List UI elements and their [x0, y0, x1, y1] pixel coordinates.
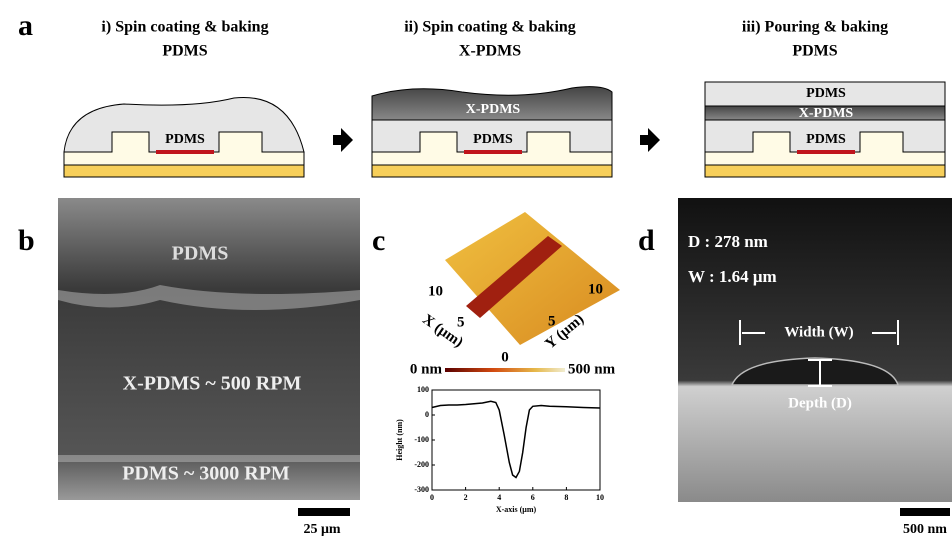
measurement: W : 1.64 μm	[688, 267, 777, 286]
layer-label: PDMS	[806, 86, 846, 101]
y-tick-label: -200	[414, 460, 429, 469]
x-tick-label: 10	[596, 493, 604, 502]
surface-tick: 10	[588, 281, 603, 297]
layer-label: PDMS	[165, 132, 205, 147]
scale-bar	[298, 508, 350, 516]
colorbar-label: 0 nm	[410, 361, 443, 377]
x-tick-label: 6	[531, 493, 535, 502]
layer-label: X-PDMS	[799, 106, 854, 121]
step-subtitle: PDMS	[792, 43, 837, 60]
image-label: X-PDMS ~ 500 RPM	[123, 373, 302, 395]
profile-line	[432, 401, 600, 477]
scale-bar-label: 25 μm	[303, 522, 340, 537]
step-subtitle: X-PDMS	[459, 43, 521, 60]
step-title: i) Spin coating & baking	[101, 19, 268, 36]
image-label: PDMS	[172, 243, 229, 265]
step-diagram: X-PDMS PDMS	[372, 87, 612, 177]
measurement: D : 278 nm	[688, 232, 768, 251]
y-tick-label: 100	[417, 385, 429, 394]
panel-label: b	[18, 224, 35, 257]
surface-tick: 10	[428, 283, 443, 299]
figure: a i) Spin coating & baking PDMS ii) Spin…	[0, 0, 952, 540]
y-tick-label: -300	[414, 485, 429, 494]
surface-tick: 5	[457, 314, 465, 330]
x-tick-label: 2	[464, 493, 468, 502]
step-diagram: PDMS	[64, 97, 304, 177]
dimension-label: Width (W)	[784, 324, 853, 340]
step-diagram: PDMS X-PDMS PDMS	[705, 82, 945, 177]
x-tick-label: 8	[564, 493, 568, 502]
arrow	[333, 128, 353, 152]
sem-texture	[58, 455, 360, 462]
layer-label: X-PDMS	[466, 102, 521, 117]
colorbar-label: 500 nm	[568, 361, 616, 377]
panel-label: c	[372, 224, 385, 257]
surface-tick: 0	[501, 349, 509, 365]
y-tick-label: -100	[414, 435, 429, 444]
x-tick-label: 4	[497, 493, 501, 502]
layer-label: PDMS	[806, 132, 846, 147]
surface-tick: 5	[548, 313, 556, 329]
panel-label: d	[638, 224, 655, 257]
scale-bar-label: 500 nm	[903, 522, 947, 537]
x-axis-label: X-axis (μm)	[496, 505, 537, 514]
image-label: PDMS ~ 3000 RPM	[122, 463, 290, 485]
scale-bar	[900, 508, 950, 516]
profile-plot: X-axis (μm) Height (nm) 0 2 4 6 8 10 -300 -200 -…	[395, 385, 604, 514]
layer-label: PDMS	[473, 132, 513, 147]
arrow	[640, 128, 660, 152]
colorbar	[445, 368, 565, 372]
dimension-label: Depth (D)	[788, 395, 852, 411]
panel-label: a	[18, 9, 33, 42]
y-tick-label: 0	[425, 410, 429, 419]
surface-plot	[445, 212, 620, 345]
x-tick-label: 0	[430, 493, 434, 502]
step-subtitle: PDMS	[162, 43, 207, 60]
y-axis-label: Height (nm)	[395, 419, 404, 461]
step-title: iii) Pouring & baking	[742, 19, 888, 36]
step-title: ii) Spin coating & baking	[404, 19, 576, 36]
